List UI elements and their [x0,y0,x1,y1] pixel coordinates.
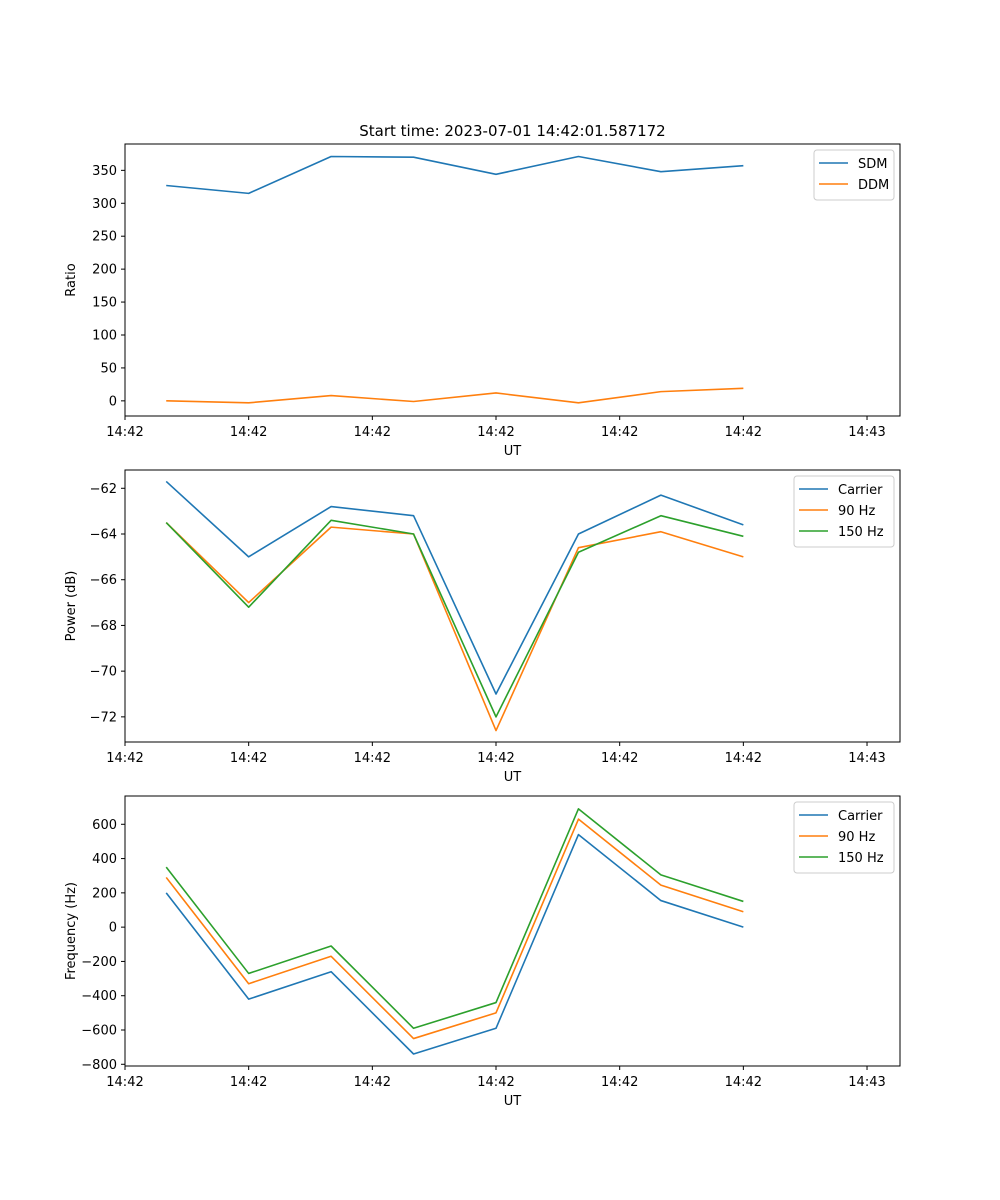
y-tick-label: −68 [90,619,117,634]
y-tick-label: −62 [90,482,117,497]
y-tick-label: −66 [90,573,117,588]
legend-label: 90 Hz [838,504,875,519]
legend-box [793,475,895,548]
legend-box [793,801,895,874]
x-tick-label: 14:42 [230,751,267,766]
y-tick-label: 100 [92,328,117,343]
y-tick-label: 600 [92,818,117,833]
x-axis-label: UT [504,444,522,459]
y-tick-label: 350 [92,164,117,179]
y-tick-label: 50 [100,361,117,376]
x-tick-label: 14:42 [725,751,762,766]
y-tick-label: 0 [109,394,117,409]
y-tick-label: −600 [81,1024,117,1039]
legend-label: 150 Hz [838,525,884,540]
x-tick-label: 14:42 [477,751,514,766]
y-tick-label: 200 [92,263,117,278]
y-tick-label: −400 [81,989,117,1004]
x-tick-label: 14:42 [354,1075,391,1090]
legend-label: Carrier [838,809,883,824]
series-line-150-hz [165,808,744,1030]
y-tick-label: −200 [81,955,117,970]
legend: SDM DDM [813,149,895,201]
x-tick-label: 14:42 [601,425,638,440]
x-axis-label: UT [504,1094,522,1109]
chart-panel-2: 14:42 14:42 14:42 14:42 14:42 14:42 14:43 −72 −7… [64,469,901,785]
chart-panel-3: 14:42 14:42 14:42 14:42 14:42 14:42 14:43 −800 −… [64,795,901,1109]
x-tick-label: 14:42 [725,425,762,440]
y-tick-label: 200 [92,886,117,901]
y-tick-label: 300 [92,197,117,212]
legend-label: Carrier [838,483,883,498]
x-tick-label: 14:43 [848,751,885,766]
series-line-90-hz [165,521,744,732]
series-line-carrier [165,833,744,1055]
y-axis-label: Ratio [64,263,79,296]
x-tick-label: 14:42 [354,751,391,766]
y-axis-label: Power (dB) [64,571,79,642]
y-tick-label: 400 [92,852,117,867]
x-tick-label: 14:42 [106,751,143,766]
x-tick-label: 14:42 [230,1075,267,1090]
x-tick-label: 14:42 [106,425,143,440]
axes-frame [124,795,901,1067]
y-tick-label: 150 [92,296,117,311]
series-line-150-hz [165,514,744,718]
series-line-ddm [166,387,744,404]
panels: 14:42 14:42 14:42 14:42 14:42 14:42 14:43 0 50 10… [64,122,901,1109]
x-tick-label: 14:42 [106,1075,143,1090]
axes-frame [124,143,901,417]
series-line-sdm [166,155,744,195]
y-tick-label: −72 [90,710,117,725]
x-tick-label: 14:43 [848,425,885,440]
legend: Carrier 90 Hz 150 Hz [793,801,895,874]
legend: Carrier 90 Hz 150 Hz [793,475,895,548]
y-tick-label: 250 [92,230,117,245]
legend-label: 150 Hz [838,851,884,866]
y-tick-label: 0 [109,921,117,936]
series-line-carrier [165,480,744,695]
chart-panel-1: 14:42 14:42 14:42 14:42 14:42 14:42 14:43 0 50 10… [64,122,901,459]
y-tick-label: −800 [81,1058,117,1073]
y-tick-label: −64 [90,528,117,543]
x-tick-label: 14:42 [601,1075,638,1090]
legend-label: 90 Hz [838,830,875,845]
x-tick-label: 14:43 [848,1075,885,1090]
x-tick-label: 14:42 [477,425,514,440]
legend-label: SDM [858,157,887,172]
legend-label: DDM [858,178,889,193]
series-line-90-hz [165,818,744,1040]
y-axis-label: Frequency (Hz) [64,882,79,980]
chart-title: Start time: 2023-07-01 14:42:01.587172 [359,122,665,140]
y-tick-label: −70 [90,665,117,680]
x-tick-label: 14:42 [725,1075,762,1090]
x-tick-label: 14:42 [354,425,391,440]
x-tick-label: 14:42 [601,751,638,766]
axes-frame [124,469,901,743]
x-tick-label: 14:42 [230,425,267,440]
x-axis-label: UT [504,770,522,785]
x-tick-label: 14:42 [477,1075,514,1090]
